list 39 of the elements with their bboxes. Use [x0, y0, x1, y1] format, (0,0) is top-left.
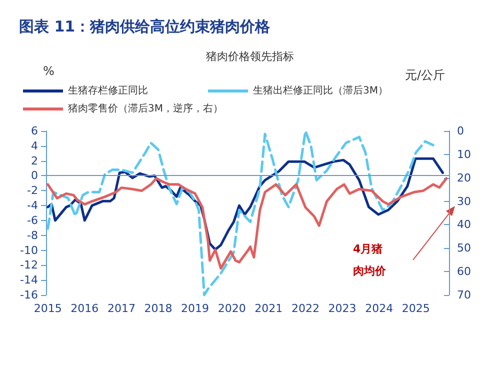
legend-label: 猪肉零售价（滞后3M，逆序，右） — [68, 102, 223, 114]
y2-tick-label: 50 — [457, 242, 471, 255]
y-tick-label: -2 — [27, 184, 38, 198]
y-tick-label: -6 — [27, 214, 38, 227]
y-tick-label: -12 — [20, 258, 38, 272]
x-tick-label: 2022 — [291, 302, 320, 315]
legend-label: 生猪出栏修正同比（滞后3M） — [253, 84, 388, 96]
y-tick-label: -14 — [20, 274, 38, 287]
legend-label: 生猪存栏修正同比 — [68, 84, 148, 96]
y2-tick-label: 0 — [457, 124, 464, 138]
y-tick-label: -10 — [20, 244, 38, 257]
x-tick-label: 2025 — [402, 302, 430, 315]
y-tick-label: -8 — [27, 228, 38, 242]
x-tick-label: 2024 — [365, 302, 394, 315]
y2-tick-label: 40 — [457, 218, 471, 232]
y-tick-label: 0 — [31, 169, 38, 182]
y-tick-label: 6 — [31, 124, 38, 138]
chart-subtitle: 猪肉价格领先指标 — [206, 50, 294, 63]
y2-tick-label: 30 — [457, 194, 471, 208]
annotation: 4月猪肉均价 — [353, 242, 387, 278]
x-tick-label: 2020 — [218, 302, 246, 315]
y2-tick-label: 60 — [457, 265, 471, 278]
y2-tick-label: 10 — [457, 148, 471, 161]
y2-tick-label: 20 — [457, 171, 471, 184]
x-tick-label: 2023 — [328, 302, 356, 315]
x-tick-label: 2016 — [70, 302, 99, 315]
y-tick-label: 2 — [31, 154, 38, 168]
y-tick-label: 4 — [31, 139, 38, 152]
y-axis-title: % — [43, 64, 54, 78]
y-tick-label: -4 — [27, 199, 38, 212]
y2-tick-label: 70 — [457, 288, 471, 302]
y-tick-label: -16 — [20, 288, 38, 302]
x-tick-label: 2015 — [34, 302, 62, 315]
x-tick-label: 2017 — [107, 302, 136, 315]
x-tick-label: 2021 — [254, 302, 283, 315]
x-tick-label: 2019 — [181, 302, 210, 315]
y2-axis-title: 元/公斤 — [405, 68, 446, 82]
x-tick-label: 2018 — [144, 302, 172, 315]
chart-title: 图表 11：猪肉供给高位约束猪肉价格 — [19, 18, 272, 36]
